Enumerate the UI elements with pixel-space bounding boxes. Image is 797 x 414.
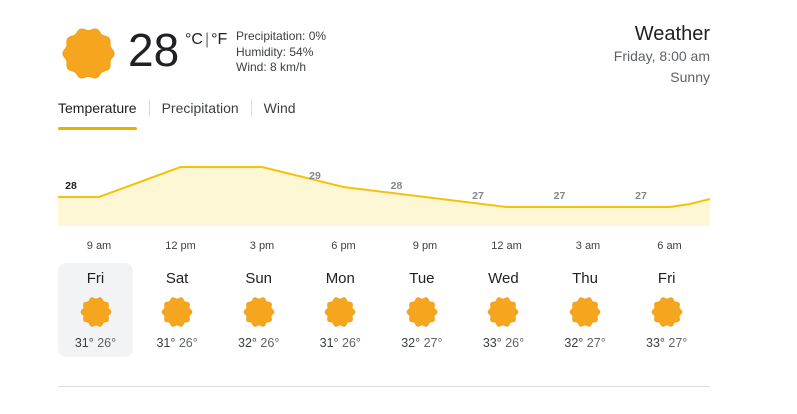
day-high: 31°: [156, 336, 176, 350]
day-temp-range: 32° 27°: [548, 336, 623, 350]
divider: [58, 386, 710, 387]
current-temperature: 28: [128, 24, 180, 76]
day-name: Mon: [325, 270, 355, 287]
day-high: 32°: [238, 336, 257, 350]
day-high: 31°: [74, 336, 94, 350]
hour-label: 9 am: [86, 240, 112, 252]
day-low: 27°: [586, 336, 606, 350]
precipitation-text: Precipitation: 0%: [236, 29, 327, 43]
weather-condition: Sunny: [670, 69, 710, 85]
chart-point-label: 31: [228, 160, 240, 162]
day-temp-range: 32° 27°: [384, 336, 459, 350]
weather-title: Weather: [634, 23, 710, 45]
day-name: Sun: [245, 270, 273, 287]
hour-labels: 9 am 12 pm 3 pm 6 pm 9 pm 12 am 3 am 6 am: [0, 240, 797, 254]
day-name: Thu: [572, 270, 598, 287]
day-high: 32°: [564, 336, 584, 350]
day-temp-range: 33° 26°: [466, 336, 541, 350]
chart-point-label: 31: [146, 160, 158, 162]
sun-icon: [488, 297, 519, 327]
day-low: 27°: [668, 336, 688, 350]
wind-text: Wind: 8 km/h: [236, 60, 307, 74]
sun-icon: [62, 28, 115, 79]
chart-area: [58, 167, 710, 226]
day-temp-range: 31° 26°: [58, 336, 133, 350]
unit-switch: °C | °F: [185, 31, 227, 49]
day-low: 27°: [423, 336, 443, 350]
day-forecast-wed[interactable]: Wed 33° 26°: [466, 263, 541, 357]
sun-icon: [406, 297, 438, 327]
day-forecast-fri[interactable]: Fri 33° 27°: [629, 263, 704, 357]
day-temp-range: 31° 26°: [140, 336, 215, 350]
day-forecast-mon[interactable]: Mon 31° 26°: [303, 263, 378, 357]
day-name: Tue: [409, 270, 435, 287]
day-low: 26°: [505, 336, 525, 350]
chart-line: [58, 166, 711, 208]
day-name: Fri: [657, 270, 676, 287]
day-low: 26°: [178, 336, 198, 350]
unit-separator: |: [204, 31, 210, 48]
unit-fahrenheit-button[interactable]: °F: [211, 31, 228, 48]
sun-shape: [62, 28, 115, 79]
hour-label: 6 am: [657, 240, 682, 252]
sun-icon: [569, 297, 601, 327]
daily-forecast: Fri 31° 26° Sat 31° 26° Sun 32° 26° Mon 31° 26°…: [58, 263, 711, 358]
day-low: 26°: [260, 336, 280, 350]
sun-icon: [243, 297, 275, 327]
sun-icon: [651, 297, 682, 327]
chart-point-label: 29: [309, 170, 321, 182]
day-temp-range: 31° 26°: [303, 336, 378, 350]
tab-divider: [250, 99, 252, 117]
hour-label: 3 am: [575, 240, 601, 252]
tab-wind[interactable]: Wind: [263, 100, 296, 116]
weather-datetime: Friday, 8:00 am: [613, 48, 710, 64]
day-high: 31°: [319, 336, 339, 350]
tab-precipitation[interactable]: Precipitation: [161, 100, 239, 116]
day-forecast-fri[interactable]: Fri 31° 26°: [58, 263, 133, 357]
day-name: Wed: [488, 270, 519, 287]
weather-details: Precipitation: 0% Humidity: 54% Wind: 8 …: [236, 29, 326, 76]
chart-point-label: 27: [472, 190, 484, 202]
day-name: Fri: [86, 270, 105, 287]
sun-icon: [80, 297, 111, 327]
day-high: 32°: [401, 336, 421, 350]
hour-label: 12 pm: [165, 240, 196, 252]
unit-celsius-button[interactable]: °C: [185, 31, 203, 48]
tab-divider: [148, 99, 150, 117]
chart-point-label: 27: [554, 190, 566, 202]
humidity-text: Humidity: 54%: [236, 44, 314, 59]
tab-temperature[interactable]: Temperature: [58, 98, 137, 130]
day-temp-range: 33° 27°: [629, 336, 704, 350]
hour-label: 12 am: [491, 240, 522, 252]
sun-icon: [161, 297, 193, 327]
day-high: 33°: [482, 336, 502, 350]
day-forecast-thu[interactable]: Thu 32° 27°: [548, 263, 623, 357]
chart-point-label: 27: [635, 190, 647, 202]
hour-label: 9 pm: [412, 240, 438, 252]
day-forecast-tue[interactable]: Tue 32° 27°: [384, 263, 459, 357]
sun-icon: [324, 297, 356, 327]
day-temp-range: 32° 26°: [221, 336, 296, 350]
day-low: 26°: [342, 336, 361, 350]
chart-point-label: 28: [65, 180, 77, 192]
hour-label: 6 pm: [331, 240, 356, 252]
day-name: Sat: [165, 270, 189, 287]
weather-header: Weather Friday, 8:00 am Sunny: [614, 22, 710, 88]
day-high: 33°: [646, 336, 665, 350]
day-forecast-sun[interactable]: Sun 32° 26°: [221, 263, 296, 357]
day-low: 26°: [97, 336, 117, 350]
chart-tabs: Temperature Precipitation Wind: [58, 98, 296, 130]
day-forecast-sat[interactable]: Sat 31° 26°: [140, 263, 215, 357]
hour-label: 3 pm: [249, 240, 275, 252]
temperature-chart: 28 31 31 29 28 27 27 27: [58, 160, 711, 226]
chart-point-label: 28: [391, 180, 403, 192]
